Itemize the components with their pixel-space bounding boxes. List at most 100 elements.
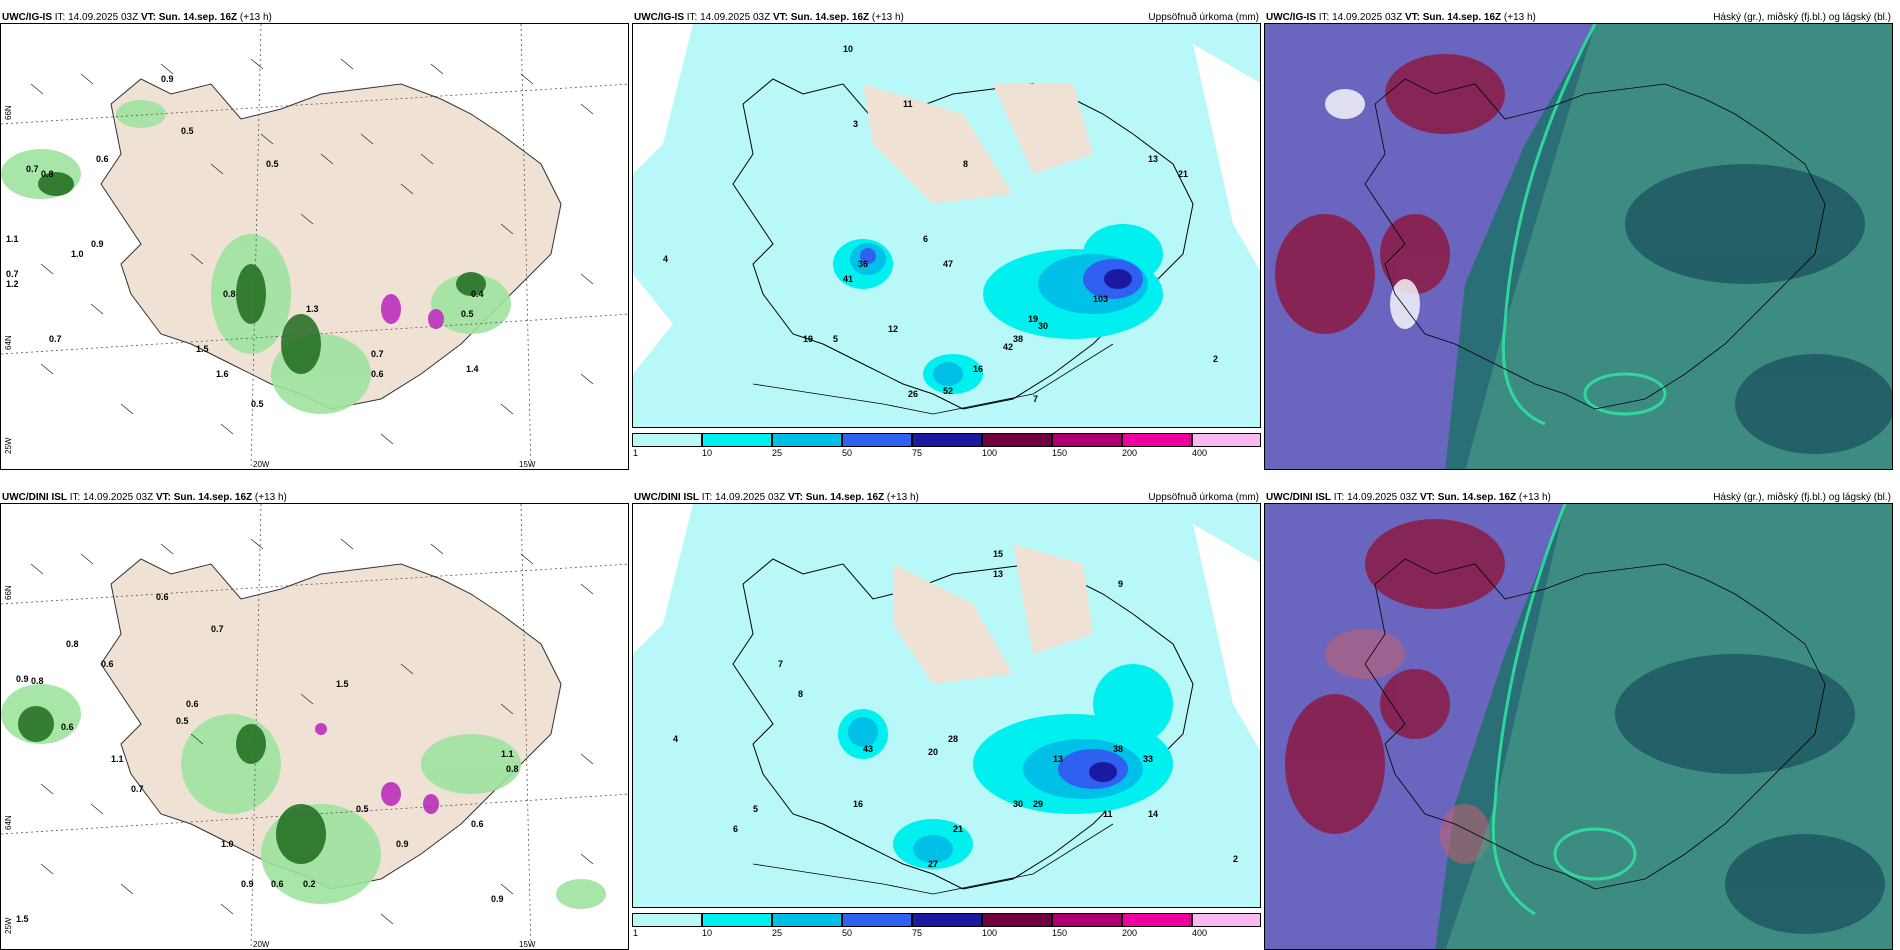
wind-value: 1.2 (6, 279, 19, 289)
colorbar-label: 400 (1192, 928, 1208, 938)
colorbar-segment (632, 913, 702, 927)
colorbar-segment (912, 913, 982, 927)
wind-value: 0.7 (131, 784, 144, 794)
precip-value: 7 (1033, 394, 1039, 404)
wind-value: 0.6 (271, 879, 284, 889)
wind-value: 1.3 (306, 304, 319, 314)
lon-label-20w: 20W (253, 460, 270, 469)
cloud-map[interactable] (1264, 503, 1893, 950)
panel-title: UWC/DINI ISL IT: 14.09.2025 03Z VT: Sun.… (634, 492, 919, 503)
colorbar-segment (632, 433, 702, 447)
precip-colorbar: 1 10 25 50 75 100 150 200 400 (632, 433, 1261, 459)
wind-value: 0.6 (101, 659, 114, 669)
precip-value: 12 (888, 324, 899, 334)
wind-value: 1.4 (466, 364, 479, 374)
precip-value: 43 (863, 744, 874, 754)
panel-title: UWC/IG-IS IT: 14.09.2025 03Z VT: Sun. 14… (1266, 12, 1536, 23)
wind-value: 0.5 (181, 126, 194, 136)
wind-value: 1.5 (196, 344, 209, 354)
precip-value: 11 (903, 99, 913, 109)
wind-value: 0.8 (41, 169, 54, 179)
colorbar-label: 200 (1122, 448, 1138, 458)
precip-value: 14 (1148, 809, 1159, 819)
precip-value: 5 (833, 334, 839, 344)
colorbar-label: 1 (633, 928, 639, 938)
wind-value: 0.6 (96, 154, 109, 164)
panel-precip-igis: UWC/IG-IS IT: 14.09.2025 03Z VT: Sun. 14… (632, 8, 1261, 459)
wind-value: 1.5 (336, 679, 349, 689)
wind-value: 0.9 (16, 674, 29, 684)
precip-value: 19 (1028, 314, 1039, 324)
colorbar-segment (1192, 913, 1261, 927)
precip-value: 29 (1033, 799, 1044, 809)
wind-value: 0.8 (31, 676, 44, 686)
wind-value: 1.0 (71, 249, 84, 259)
colorbar-label: 100 (982, 448, 998, 458)
precip-value: 42 (1003, 342, 1014, 352)
wind-map[interactable]: 66N 64N 25W 20W 15W 0.6 0.7 0.8 0.6 0.9 … (0, 503, 629, 950)
precip-value: 6 (733, 824, 739, 834)
precip-map[interactable]: 15 13 4 5 6 7 8 28 20 43 16 21 30 38 33 … (632, 503, 1261, 908)
cloud-map[interactable] (1264, 23, 1893, 470)
wind-value: 0.5 (251, 399, 264, 409)
wind-value: 0.9 (491, 894, 504, 904)
lat-label-66n: 66N (4, 105, 13, 120)
wind-value: 0.6 (471, 819, 484, 829)
panel-title: UWC/IG-IS IT: 14.09.2025 03Z VT: Sun. 14… (2, 12, 272, 23)
precip-value: 30 (1038, 321, 1049, 331)
precip-value: 13 (993, 569, 1004, 579)
wind-value: 1.1 (6, 234, 19, 244)
colorbar-segment (702, 433, 772, 447)
colorbar-label: 75 (912, 928, 923, 938)
precip-value: 3 (853, 119, 859, 129)
precip-value: 10 (843, 44, 854, 54)
panel-clouds-igis: UWC/IG-IS IT: 14.09.2025 03Z VT: Sun. 14… (1264, 8, 1893, 470)
precip-value: 36 (858, 259, 869, 269)
precip-value: 8 (963, 159, 969, 169)
wind-value: 0.8 (223, 289, 236, 299)
panel-precip-dini: UWC/DINI ISL IT: 14.09.2025 03Z VT: Sun.… (632, 488, 1261, 938)
precip-value: 5 (753, 804, 759, 814)
colorbar-label: 25 (772, 928, 783, 938)
panel-title: UWC/DINI ISL IT: 14.09.2025 03Z VT: Sun.… (2, 492, 287, 503)
precip-value: 33 (1143, 754, 1154, 764)
precip-value: 7 (778, 659, 784, 669)
wind-value: 0.5 (356, 804, 369, 814)
precip-map[interactable]: 10 11 3 4 5 6 8 21 19 13 36 47 41 12 19 … (632, 23, 1261, 428)
precip-value: 26 (908, 389, 919, 399)
precip-value: 41 (843, 274, 854, 284)
lat-label-64n: 64N (4, 335, 13, 350)
wind-value: 0.6 (371, 369, 384, 379)
panel-subtitle: Uppsöfnuð úrkoma (mm) (1148, 12, 1259, 23)
panel-title: UWC/IG-IS IT: 14.09.2025 03Z VT: Sun. 14… (634, 12, 904, 23)
wind-value: 1.1 (501, 749, 514, 759)
colorbar-label: 50 (842, 448, 853, 458)
colorbar-label: 400 (1192, 448, 1208, 458)
precip-value: 16 (973, 364, 984, 374)
panel-wind-dini: UWC/DINI ISL IT: 14.09.2025 03Z VT: Sun.… (0, 488, 629, 950)
precip-value: 15 (993, 549, 1004, 559)
wind-value: 1.6 (216, 369, 229, 379)
precip-value: 16 (853, 799, 864, 809)
precip-value: 8 (798, 689, 804, 699)
wind-value: 0.5 (461, 309, 474, 319)
colorbar-segment (1052, 433, 1122, 447)
colorbar-label: 150 (1052, 928, 1068, 938)
wind-map[interactable]: 66N 64N 25W 20W 15W 0.9 0.5 0.6 0.5 0.7 … (0, 23, 629, 470)
precip-value: 30 (1013, 799, 1024, 809)
colorbar-segment (702, 913, 772, 927)
colorbar-label: 200 (1122, 928, 1138, 938)
precip-value: 2 (1213, 354, 1219, 364)
panel-subtitle: Háský (gr.), miðský (fj.bl.) og lágský (… (1713, 492, 1891, 503)
wind-value: 0.9 (161, 74, 174, 84)
panel-clouds-dini: UWC/DINI ISL IT: 14.09.2025 03Z VT: Sun.… (1264, 488, 1893, 950)
colorbar-segment (982, 433, 1052, 447)
wind-value: 0.8 (66, 639, 79, 649)
wind-value: 0.9 (91, 239, 104, 249)
wind-value: 0.7 (26, 164, 39, 174)
precip-value: 52 (943, 386, 954, 396)
wind-value: 0.7 (6, 269, 19, 279)
wind-value: 0.7 (371, 349, 384, 359)
lat-label-25w: 25W (4, 437, 13, 454)
lat-label-66n: 66N (4, 585, 13, 600)
